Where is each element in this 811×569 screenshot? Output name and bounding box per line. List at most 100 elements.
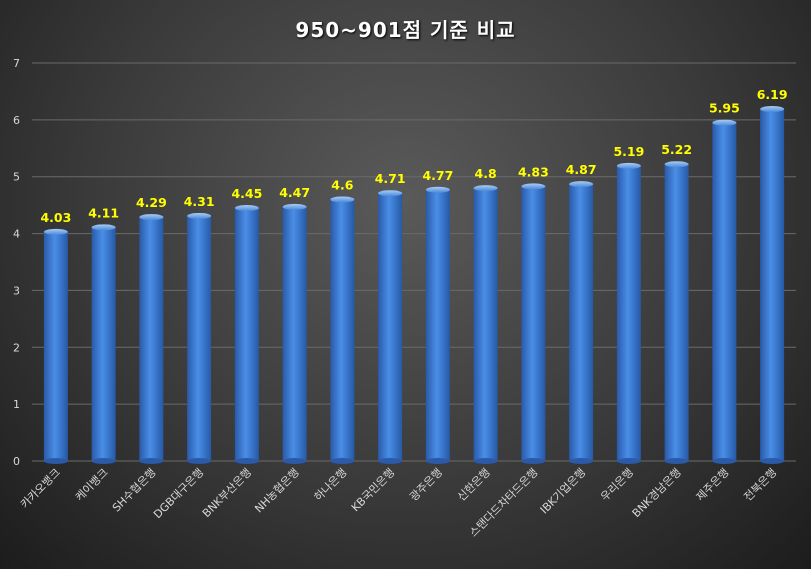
bar bbox=[330, 196, 355, 464]
bar bbox=[91, 224, 116, 464]
bar-body bbox=[521, 186, 546, 461]
data-labels: 4.03 4.11 4.29 4.31 4.45 4.47 4.6 4.71 4.77 4.8 4.… bbox=[40, 87, 787, 225]
data-label: 4.29 bbox=[136, 195, 167, 210]
bar bbox=[521, 183, 546, 464]
x-tick-label: 신한은행 bbox=[455, 466, 493, 504]
bar-cap bbox=[664, 161, 689, 168]
x-tick-label: SH수협은행 bbox=[110, 466, 159, 515]
bar-body bbox=[187, 215, 212, 461]
bar bbox=[378, 190, 403, 464]
bar-base bbox=[330, 458, 355, 464]
bar-body bbox=[569, 184, 594, 461]
data-label: 4.45 bbox=[231, 186, 262, 201]
x-tick-label: 제주은행 bbox=[694, 466, 732, 504]
bar bbox=[43, 228, 68, 464]
data-label: 4.03 bbox=[40, 210, 71, 225]
bar-base bbox=[569, 458, 594, 464]
x-tick-label: 카카오뱅크 bbox=[18, 466, 63, 511]
bars bbox=[43, 106, 785, 464]
data-label: 4.11 bbox=[88, 205, 119, 220]
data-label: 4.47 bbox=[279, 185, 310, 200]
bar bbox=[616, 162, 641, 464]
bar-base bbox=[712, 458, 737, 464]
data-label: 5.95 bbox=[709, 101, 740, 116]
x-tick-label: NH농협은행 bbox=[252, 466, 301, 515]
chart-title: 950~901점 기준 비교 bbox=[295, 18, 516, 42]
bar-base bbox=[378, 458, 403, 464]
bar-cap bbox=[473, 185, 498, 192]
bar bbox=[760, 106, 785, 464]
bar-cap bbox=[378, 190, 403, 197]
bar-cap bbox=[616, 162, 641, 169]
y-tick-label: 1 bbox=[13, 398, 20, 411]
bar-base bbox=[139, 458, 164, 464]
bar-cap bbox=[282, 203, 307, 210]
bar-body bbox=[43, 231, 68, 461]
bar-body bbox=[282, 206, 307, 461]
bar-body bbox=[425, 189, 450, 461]
bar-base bbox=[616, 458, 641, 464]
bar bbox=[139, 214, 164, 464]
bar-body bbox=[91, 227, 116, 461]
y-tick-label: 6 bbox=[13, 114, 20, 127]
bar-cap bbox=[43, 228, 68, 235]
bar-body bbox=[139, 217, 164, 461]
bar-base bbox=[425, 458, 450, 464]
bar-cap bbox=[760, 106, 785, 113]
y-axis-ticks: 0 1 2 3 4 5 6 7 bbox=[13, 57, 20, 468]
x-tick-label: 광주은행 bbox=[407, 466, 445, 504]
x-tick-label: KB국민은행 bbox=[349, 466, 397, 514]
data-label: 4.8 bbox=[475, 166, 497, 181]
bar-cap bbox=[712, 119, 737, 126]
bar bbox=[712, 119, 737, 464]
bar-cap bbox=[330, 196, 355, 203]
y-tick-label: 0 bbox=[13, 455, 20, 468]
x-tick-label: 하나은행 bbox=[311, 465, 350, 504]
x-tick-label: 케이뱅크 bbox=[73, 466, 111, 504]
bar-base bbox=[187, 458, 212, 464]
y-tick-label: 4 bbox=[13, 228, 20, 241]
bar bbox=[569, 181, 594, 464]
bar-cap bbox=[521, 183, 546, 190]
data-label: 4.83 bbox=[518, 164, 549, 179]
bar-body bbox=[616, 165, 641, 461]
data-label: 5.22 bbox=[661, 142, 692, 157]
y-tick-label: 2 bbox=[13, 341, 20, 354]
bar-base bbox=[43, 458, 68, 464]
x-tick-label: BNK경남은행 bbox=[630, 466, 684, 520]
data-label: 6.19 bbox=[757, 87, 788, 102]
bar-cap bbox=[187, 212, 212, 219]
bar bbox=[664, 161, 689, 464]
bar-cap bbox=[234, 204, 259, 211]
data-label: 4.87 bbox=[566, 162, 597, 177]
bar bbox=[234, 204, 259, 464]
bar-base bbox=[473, 458, 498, 464]
y-tick-label: 7 bbox=[13, 57, 20, 70]
bar-base bbox=[234, 458, 259, 464]
bar bbox=[282, 203, 307, 464]
data-label: 4.77 bbox=[422, 168, 453, 183]
bar-base bbox=[760, 458, 785, 464]
x-tick-label: 전북은행 bbox=[741, 466, 779, 504]
data-label: 4.31 bbox=[184, 194, 215, 209]
x-tick-label: DGB대구은행 bbox=[151, 466, 206, 521]
x-tick-label: 우리은행 bbox=[598, 466, 636, 504]
bar-body bbox=[760, 109, 785, 461]
bar-body bbox=[234, 207, 259, 461]
bar bbox=[425, 186, 450, 464]
bar-base bbox=[664, 458, 689, 464]
bar-cap bbox=[139, 214, 164, 221]
bar-body bbox=[378, 193, 403, 461]
data-label: 5.19 bbox=[613, 144, 644, 159]
y-tick-label: 5 bbox=[13, 171, 20, 184]
bar-base bbox=[282, 458, 307, 464]
bar-body bbox=[712, 122, 737, 461]
y-tick-label: 3 bbox=[13, 284, 20, 297]
x-tick-label: BNK부산은행 bbox=[200, 466, 254, 520]
data-label: 4.71 bbox=[375, 171, 406, 186]
bar-body bbox=[330, 199, 355, 461]
bar bbox=[187, 212, 212, 464]
